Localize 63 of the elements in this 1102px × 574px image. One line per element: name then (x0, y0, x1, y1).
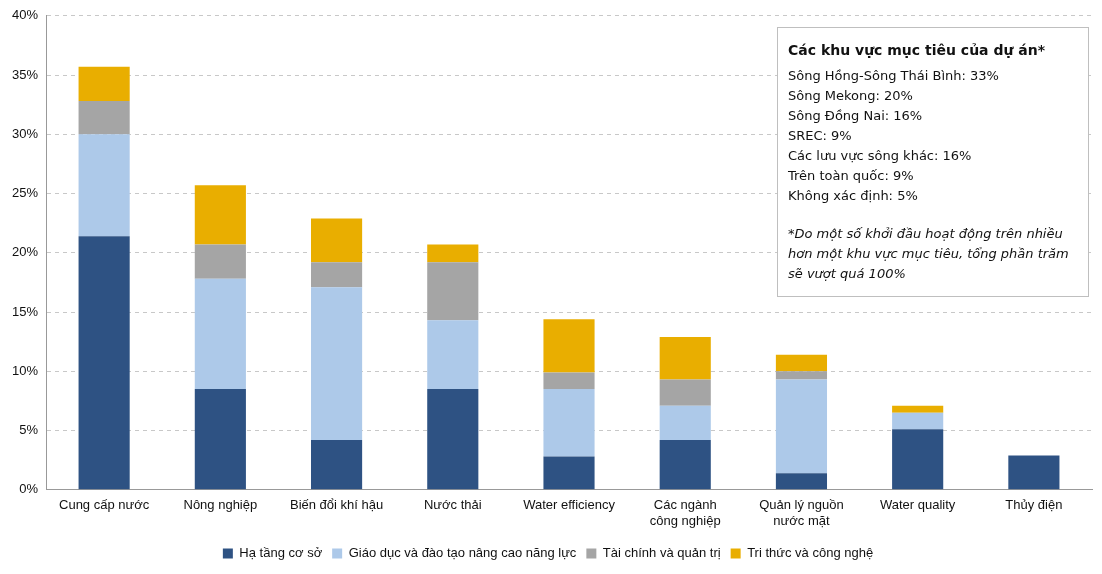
x-tick-label: Quản lý nguồn nước mặt (759, 497, 844, 528)
annotation: Sông Mekong: 20% (788, 87, 914, 105)
bar (543, 372, 595, 390)
bar (543, 319, 595, 373)
bar (427, 389, 479, 490)
x-tick-label: Thủy điện (1005, 497, 1063, 513)
bar (194, 389, 246, 490)
x-tick-label: Biến đổi khí hậu (289, 497, 384, 513)
bar (78, 66, 130, 102)
legend-label: Hạ tầng cơ sở (239, 545, 323, 561)
bar (775, 354, 828, 372)
legend-label: Giáo dục và đào tạo nâng cao năng lực (348, 545, 577, 561)
x-tick-label: Water quality (879, 497, 956, 513)
bar (543, 389, 595, 457)
bar (427, 262, 479, 321)
x-tick-label: Water efficiency (523, 497, 616, 513)
annotation: Sông Hồng-Sông Thái Bình: 33% (788, 67, 1000, 85)
bar (78, 101, 130, 135)
bar (194, 185, 246, 245)
annotation: *Do một số khởi đầu hoạt động trên nhiều hơn một khu vực mục tiêu, tổng phần trăm sẽ vượt quá 100% (788, 225, 1070, 283)
y-tick-label: 0% (19, 481, 39, 497)
bar (427, 244, 479, 263)
y-tick-label: 15% (11, 303, 39, 319)
annotation: Trên toàn quốc: 9% (788, 167, 915, 185)
bar (892, 429, 944, 490)
bar (311, 262, 363, 288)
bar (78, 134, 130, 237)
bar (892, 412, 944, 430)
bar (1008, 455, 1060, 490)
annotation: SREC: 9% (788, 127, 853, 145)
bar (543, 456, 595, 490)
bar (775, 473, 828, 490)
bar (659, 440, 711, 490)
legend-label: Tài chính và quản trị (602, 545, 721, 561)
bar (892, 405, 944, 413)
x-tick-label: Nông nghiệp (183, 497, 258, 513)
bar (194, 244, 246, 279)
x-tick-label: Cung cấp nước (59, 497, 150, 513)
annotation: Không xác định: 5% (788, 187, 919, 205)
annotation: Sông Đồng Nai: 16% (788, 107, 924, 125)
bar (427, 320, 479, 390)
y-tick-label: 25% (11, 185, 39, 201)
bar (775, 379, 828, 474)
legend-label: Tri thức và công nghệ (747, 545, 874, 561)
bar (659, 405, 711, 441)
bar (311, 287, 363, 441)
bar (78, 236, 130, 490)
bar (659, 379, 711, 406)
annotation: Các khu vực mục tiêu của dự án* (788, 41, 1047, 60)
x-tick-label: Các ngành công nghiệp (649, 497, 721, 528)
y-tick-label: 40% (11, 7, 39, 23)
y-tick-label: 20% (11, 244, 39, 260)
bar (659, 336, 711, 380)
y-tick-label: 10% (11, 362, 39, 378)
x-tick-label: Nước thải (423, 497, 482, 513)
bar (311, 218, 363, 263)
y-tick-label: 5% (19, 422, 39, 438)
y-tick-label: 30% (11, 125, 39, 141)
bar (194, 278, 246, 390)
bar (775, 371, 828, 380)
annotation: Các lưu vực sông khác: 16% (788, 147, 973, 165)
y-tick-label: 35% (11, 66, 39, 82)
bar (311, 440, 363, 490)
